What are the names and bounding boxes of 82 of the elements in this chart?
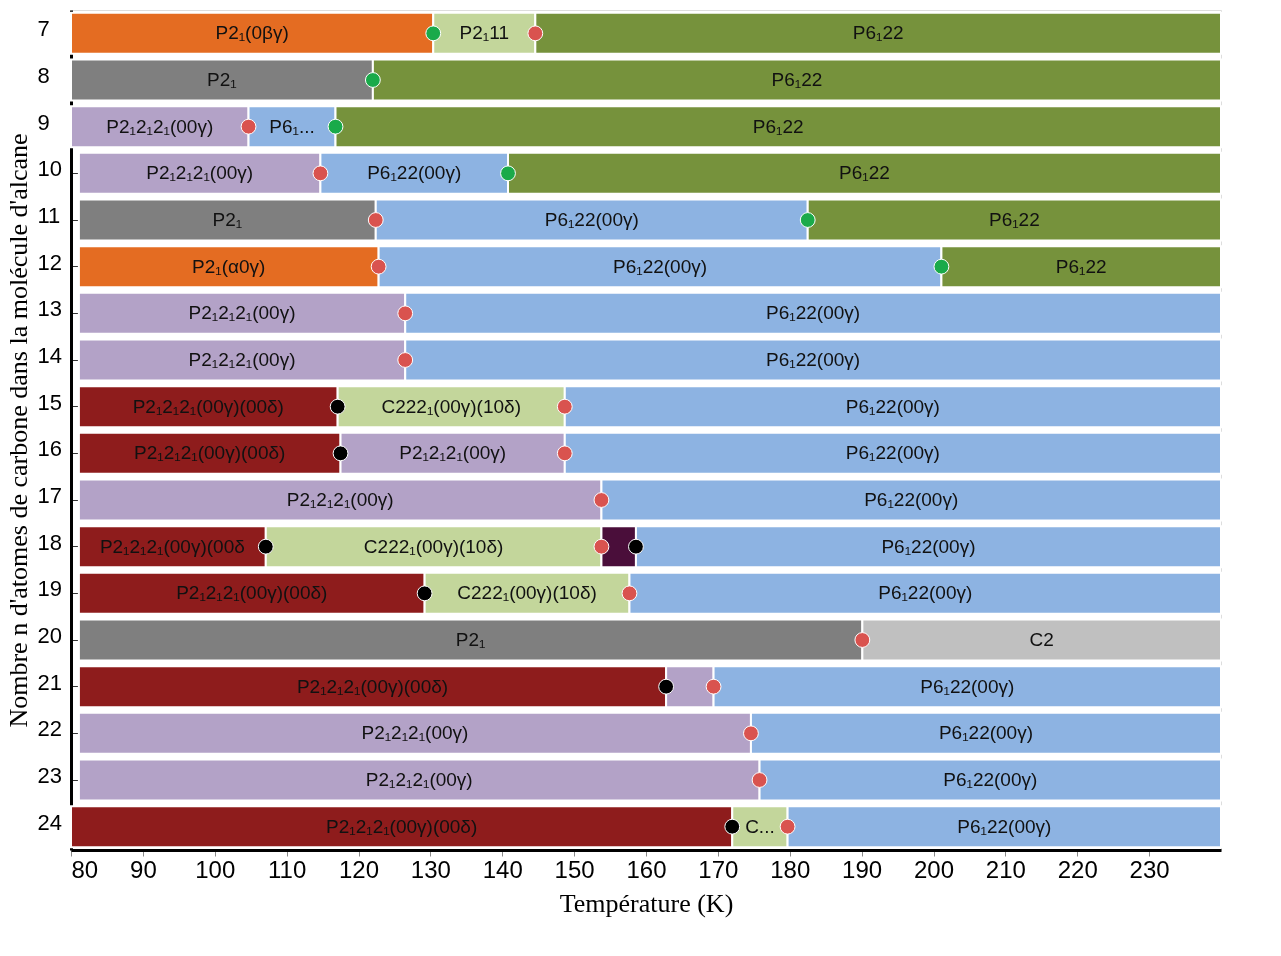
data-label: P2₁ [455,629,486,650]
data-label: P2₁2₁2₁(00γ) [188,349,296,370]
data-label: P6₁22(00γ) [943,769,1038,790]
data-label: P6₁22(00γ) [878,582,973,604]
x-tick-label: 170 [698,855,739,883]
y-tick-label: 9 [37,109,50,135]
x-tick-label: 150 [554,855,595,883]
data-label: P6₁22(00γ) [845,395,940,417]
x-tick-label: 120 [338,855,380,883]
y-tick-label: 21 [37,669,62,695]
data-label: P6₁22(00γ) [612,255,708,277]
data-label: P6₁22(00γ) [367,162,462,184]
data-label: C222₁(00γ)(10δ) [381,395,521,417]
x-tick-label: 100 [195,855,236,883]
x-tick-label: 90 [130,855,157,883]
data-label: P6₁22 [771,69,823,90]
data-label: P6₁22(00γ) [845,442,940,464]
y-tick-label: 8 [37,63,50,88]
x-tick-label: 210 [985,855,1026,883]
y-tick-label: 20 [37,623,62,648]
y-tick-label: 11 [37,203,61,228]
x-tick-label: 180 [770,855,811,883]
data-label: P6₁22 [1055,255,1107,277]
data-label: C222₁(00γ)(10δ) [457,582,597,604]
y-tick-label: 23 [37,763,62,788]
x-tick-label: 130 [410,855,451,883]
data-label: P2₁2₁2₁(00γ) [286,489,394,510]
data-label: P6₁22(00γ) [766,302,861,324]
x-tick-label: 220 [1057,855,1098,883]
data-label: P2₁2₁2₁(00γ)(00δ) [134,442,286,464]
data-label: P2₁2₁2₁(00γ) [146,162,254,184]
y-tick-label: 7 [37,16,50,42]
x-tick-label: 80 [71,855,99,883]
x-tick-label: 160 [626,855,667,883]
y-tick-label: 17 [37,483,62,508]
x-axis-title: Température (K) [559,888,734,918]
data-label: P2₁2₁2₁(00γ)(00δ) [325,815,478,837]
y-tick-label: 13 [37,296,62,322]
data-label: P2₁2₁2₁(00γ) [361,722,469,744]
data-label: P6₁22(00γ) [957,815,1052,837]
y-tick-label: 16 [37,436,62,462]
data-label: P2₁ [207,69,237,90]
data-label: P2₁2₁2₁(00γ) [106,115,214,137]
data-label: P6₁... [269,115,315,137]
data-label: P2₁(0βγ) [215,22,289,44]
x-tick-label: 230 [1129,855,1170,883]
data-label: P2₁ [212,209,243,230]
data-label: P2₁2₁2₁(00γ) [365,769,473,790]
y-tick-label: 24 [37,809,62,835]
data-label: C... [745,815,775,837]
data-label: P2₁(α0γ) [192,255,266,277]
y-tick-label: 10 [37,156,62,182]
data-label: P6₁22(00γ) [920,675,1015,697]
x-tick-label: 190 [842,855,883,883]
y-tick-label: 15 [37,389,62,415]
x-tick-label: 200 [913,855,955,883]
data-label: P6₁22(00γ) [766,349,861,370]
y-tick-label: 22 [37,716,62,742]
data-label: P2₁2₁2₁(00γ)(00δ) [296,675,449,697]
y-tick-label: 18 [37,529,62,555]
data-label: P2₁2₁2₁(00γ)(00δ) [176,582,328,604]
data-label: P6₁22(00γ) [881,535,976,557]
data-label: P6₁22 [839,162,890,184]
data-label: P6₁22 [988,209,1040,230]
data-label: P6₁22(00γ) [544,209,639,230]
data-label: P2₁11 [459,22,509,44]
x-tick-label: 140 [482,855,523,883]
data-label: P6₁22 [752,115,804,137]
y-axis-title: Nombre n d'atomes de carbone dans la molécule d'alcane [3,133,33,728]
y-tick-label: 14 [37,343,62,368]
data-label: P2₁2₁2₁(00γ)(00δ [99,535,245,557]
y-tick-label: 19 [37,576,62,602]
x-tick-label: 110 [267,855,307,883]
data-label: P2₁2₁2₁(00γ)(00δ) [132,395,284,417]
data-label: P2₁2₁2₁(00γ) [399,442,507,464]
data-label: C222₁(00γ)(10δ) [363,535,504,557]
data-label: C2 [1029,629,1054,650]
data-label: P2₁2₁2₁(00γ) [188,302,296,324]
data-label: P6₁22(00γ) [864,489,959,510]
data-label: P6₁22(00γ) [938,722,1034,744]
y-tick-label: 12 [37,249,62,275]
data-label: P6₁22 [852,22,904,44]
